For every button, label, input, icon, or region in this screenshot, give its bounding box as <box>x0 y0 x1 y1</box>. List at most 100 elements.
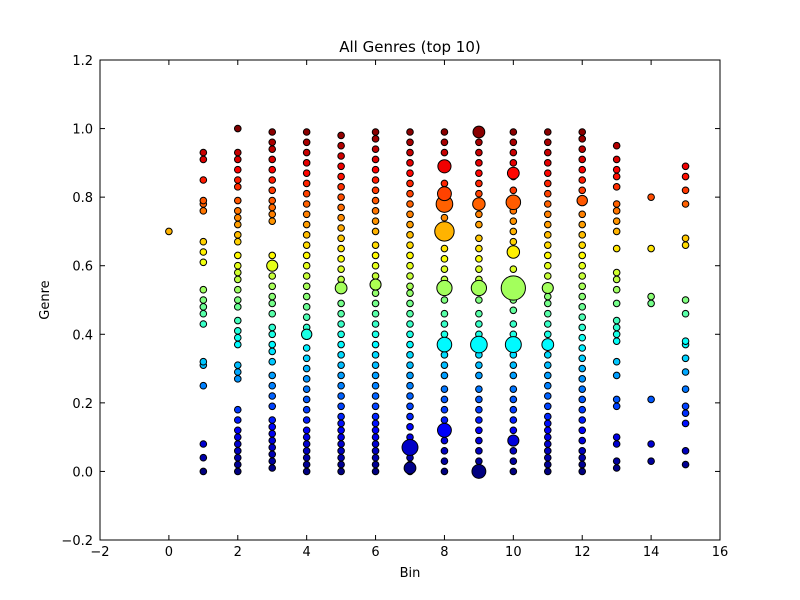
data-point-bin15-5 <box>681 385 690 393</box>
data-point-bin9-3 <box>475 436 483 445</box>
data-point-bin6-31 <box>371 176 380 184</box>
data-point-bin5-2 <box>337 453 345 462</box>
data-point-bin11-26 <box>543 231 552 239</box>
data-point-bin11-31 <box>543 179 552 188</box>
data-point-bin4-29 <box>302 189 311 198</box>
data-point-bin9-4 <box>475 426 483 435</box>
data-point-bin13-13 <box>612 285 621 294</box>
data-point-bin5-6 <box>337 426 345 435</box>
data-point-bin1-8 <box>199 303 208 311</box>
data-point-bin5-1 <box>337 460 345 469</box>
x-tick-label-5: 8 <box>440 545 448 560</box>
data-point-bin6-35 <box>371 135 380 143</box>
data-point-bin8-14 <box>440 320 449 328</box>
data-point-bin2-6 <box>233 426 242 435</box>
data-point-bin5-0 <box>337 467 345 476</box>
data-point-bin10-6 <box>509 405 518 414</box>
data-point-bin12-13 <box>578 344 587 352</box>
data-point-bin10-31 <box>509 128 518 136</box>
data-point-bin8-23 <box>440 213 449 222</box>
data-point-bin2-5 <box>233 433 242 441</box>
data-point-bin8-1 <box>440 457 449 465</box>
data-point-bin8-8 <box>440 385 449 393</box>
data-point-bin5-12 <box>337 371 345 380</box>
data-point-bin12-1 <box>578 460 587 469</box>
data-point-bin12-15 <box>578 323 587 332</box>
data-point-bin13-22 <box>612 172 621 181</box>
data-point-bin4-1 <box>302 460 311 469</box>
data-point-bin3-28 <box>268 186 277 195</box>
y-tick-label-5: 0.8 <box>72 191 93 206</box>
data-point-bin2-15 <box>233 316 242 325</box>
large-data-point-11 <box>471 463 487 479</box>
data-point-bin7-30 <box>406 169 414 177</box>
data-point-bin8-16 <box>440 296 449 304</box>
data-point-bin10-30 <box>509 138 518 147</box>
data-point-bin9-31 <box>475 138 483 147</box>
data-point-bin9-26 <box>475 189 483 198</box>
data-point-bin13-3 <box>612 433 621 441</box>
data-point-bin5-7 <box>337 419 345 428</box>
data-point-bin1-0 <box>199 467 208 476</box>
data-point-bin6-32 <box>371 165 380 174</box>
data-point-bin6-34 <box>371 145 380 153</box>
data-point-bin3-13 <box>268 347 277 356</box>
data-point-bin4-3 <box>302 447 311 455</box>
data-point-bin8-5 <box>440 416 449 424</box>
data-point-bin9-15 <box>475 309 483 318</box>
data-point-bin1-10 <box>199 285 208 294</box>
data-point-bin10-9 <box>509 371 518 380</box>
data-point-bin3-20 <box>268 282 277 291</box>
data-point-bin12-2 <box>578 453 587 462</box>
data-point-bin12-20 <box>578 272 587 280</box>
data-point-bin3-12 <box>268 357 277 366</box>
data-point-bin7-19 <box>406 282 414 291</box>
data-point-bin2-26 <box>233 213 242 222</box>
data-point-bin6-20 <box>371 289 380 297</box>
x-tick-label-7: 12 <box>574 545 591 560</box>
data-point-bin1-12 <box>199 248 208 256</box>
data-point-bin12-8 <box>578 395 587 404</box>
data-point-bin9-19 <box>475 265 483 273</box>
data-point-bin1-1 <box>199 453 208 462</box>
data-point-bin3-7 <box>268 416 277 424</box>
data-point-bin9-28 <box>475 169 483 177</box>
data-point-bin10-14 <box>509 320 518 328</box>
data-point-bin12-26 <box>578 210 587 219</box>
data-point-bin7-8 <box>406 392 414 400</box>
data-point-bin11-5 <box>543 433 552 441</box>
data-point-bin3-3 <box>268 443 277 452</box>
data-point-bin11-20 <box>543 292 552 301</box>
data-point-bin13-8 <box>612 337 621 345</box>
data-point-bin12-18 <box>578 292 587 301</box>
data-point-bin12-33 <box>578 135 587 143</box>
axis-ticks: −2 0 2 4 6 8 10 12 14 16 −0.2 0.0 0.2 0.4 0.6 0.8 1.0 1.2 <box>61 54 728 560</box>
data-point-bin11-3 <box>543 447 552 455</box>
data-point-bin15-13 <box>681 234 690 243</box>
data-point-bin11-32 <box>543 169 552 177</box>
large-data-point-13 <box>470 335 488 354</box>
data-point-bin4-21 <box>302 272 311 280</box>
data-point-bin5-3 <box>337 447 345 455</box>
data-point-bin9-21 <box>475 244 483 253</box>
data-point-bin14-1 <box>647 440 655 448</box>
data-point-bin2-22 <box>233 251 242 260</box>
x-tick-label-9: 16 <box>712 545 729 560</box>
data-point-bin12-23 <box>578 241 587 249</box>
data-point-bin2-3 <box>233 447 242 455</box>
data-point-bin7-5 <box>406 423 414 431</box>
data-point-bin2-20 <box>233 268 242 277</box>
data-points <box>165 124 690 479</box>
data-point-bin5-5 <box>337 433 345 441</box>
data-point-bin6-19 <box>371 299 380 308</box>
data-point-bin15-14 <box>681 200 690 208</box>
data-point-bin10-15 <box>509 306 518 315</box>
data-point-bin11-1 <box>543 460 552 469</box>
chart-title: All Genres (top 10) <box>339 38 481 56</box>
data-point-bin10-22 <box>509 227 518 236</box>
data-point-bin15-6 <box>681 368 690 376</box>
data-point-bin6-11 <box>371 381 380 390</box>
data-point-bin2-7 <box>233 416 242 424</box>
data-point-bin4-0 <box>302 467 311 476</box>
data-point-bin12-17 <box>578 303 587 311</box>
